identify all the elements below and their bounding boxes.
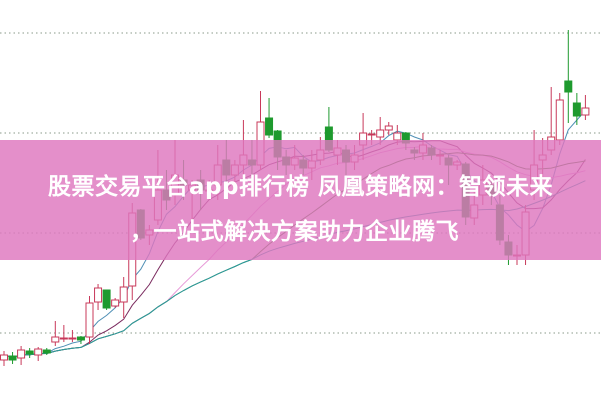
candle-body [34, 348, 43, 356]
title-banner: 股票交易平台app排行榜 凤凰策略网：智领未来 ，一站式解决方案助力企业腾飞 [0, 140, 601, 260]
title-line-2: ，一站式解决方案助力企业腾飞 [130, 219, 459, 245]
candle-body [8, 355, 17, 361]
candle-body [376, 129, 385, 138]
candle-body [393, 132, 402, 141]
candle-body [119, 286, 128, 303]
candle-body [42, 349, 51, 354]
candle-body [102, 289, 111, 309]
candle-body [94, 287, 103, 303]
candle-body [76, 336, 85, 341]
candle-body [384, 125, 393, 131]
candle-body [68, 337, 77, 340]
candle-body [265, 117, 274, 136]
candle-body [367, 133, 376, 136]
candle-body [51, 336, 60, 343]
candle-body [85, 302, 94, 338]
candle-body [0, 354, 8, 361]
candle-body [581, 107, 590, 116]
title-line-1: 股票交易平台app排行榜 凤凰策略网：智领未来 [48, 174, 553, 200]
candle-body [111, 299, 120, 307]
candle-body [572, 102, 581, 117]
candle-body [555, 99, 564, 141]
candle-body [564, 80, 573, 93]
candle-body [25, 350, 34, 355]
candle-body [17, 349, 26, 359]
candle-body [59, 337, 68, 340]
